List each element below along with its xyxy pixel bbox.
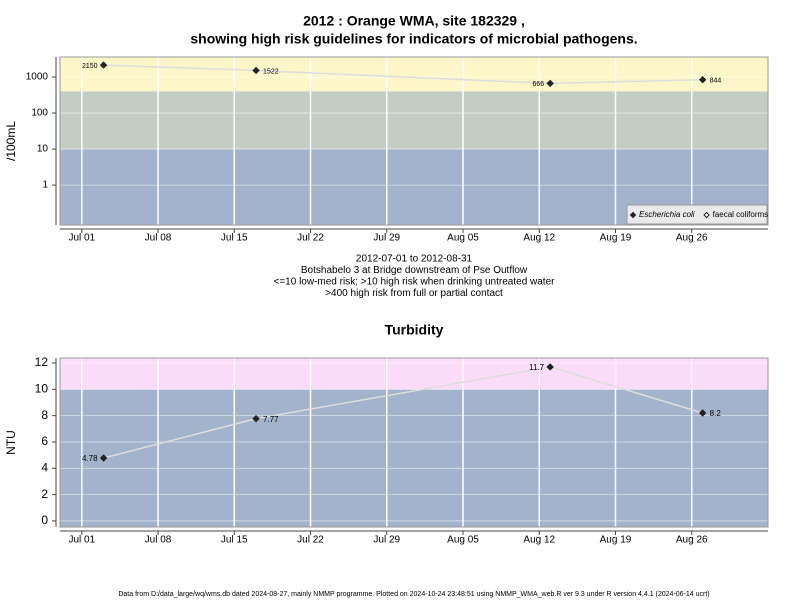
data-point [99, 61, 108, 69]
y-tick-label: 100 [31, 108, 48, 119]
x-tick-label: Jul 15 [221, 233, 248, 244]
y-tick-label: 0 [41, 513, 48, 527]
x-tick-label: Jul 01 [68, 233, 95, 244]
y-tick-label: 8 [41, 408, 48, 422]
legend-box [626, 204, 768, 225]
x-tick-label: Jul 15 [221, 535, 248, 546]
data-label: 1522 [263, 68, 279, 75]
x-tick-label: Aug 05 [447, 535, 479, 546]
y-tick-label: 10 [35, 381, 49, 395]
y-tick-label: 2 [41, 487, 48, 501]
data-label: 2150 [82, 63, 98, 70]
y-tick-label: 10 [37, 144, 49, 155]
legend-label: faecal coliforms [713, 210, 769, 219]
plot-frame [59, 357, 769, 528]
caption: <=10 low-med risk; >10 high risk when dr… [274, 277, 556, 288]
x-tick-label: Aug 26 [676, 535, 708, 546]
legend-marker [703, 211, 710, 219]
x-tick-label: Aug 05 [447, 233, 479, 244]
x-tick-label: Aug 26 [676, 233, 708, 244]
risk-band [60, 389, 768, 527]
chart-title: showing high risk guidelines for indicat… [190, 31, 637, 47]
data-point [252, 414, 260, 423]
x-tick-label: Jul 01 [68, 535, 95, 546]
data-label: 8.2 [710, 409, 722, 418]
plot-frame [59, 56, 769, 226]
x-tick-label: Jul 08 [145, 233, 172, 244]
y-tick-label: 1 [42, 180, 48, 191]
y-axis-label: NTU [4, 430, 18, 455]
x-tick-label: Jul 22 [297, 233, 324, 244]
data-label: 4.78 [82, 454, 98, 463]
data-label: 7.77 [263, 415, 279, 424]
y-tick-label: 4 [41, 460, 48, 474]
x-tick-label: Jul 08 [145, 535, 172, 546]
data-point [546, 363, 554, 371]
data-label: 844 [710, 78, 722, 85]
y-tick-label: 12 [35, 355, 49, 369]
x-tick-label: Jul 22 [297, 535, 324, 546]
legend-marker [629, 211, 637, 219]
risk-band [60, 91, 768, 150]
series-line [103, 366, 703, 459]
caption: >400 high risk from full or partial cont… [325, 288, 503, 299]
data-label: 11.7 [529, 363, 545, 372]
data-point [698, 75, 707, 84]
x-tick-label: Jul 29 [373, 233, 400, 244]
x-tick-label: Aug 19 [600, 535, 632, 546]
x-tick-label: Aug 12 [523, 535, 555, 546]
x-tick-label: Jul 29 [373, 535, 400, 546]
risk-band [60, 57, 768, 92]
y-axis-label: /100mL [4, 121, 18, 161]
x-tick-label: Aug 19 [600, 233, 632, 244]
chart-title: Turbidity [385, 322, 444, 338]
series-line [103, 64, 703, 85]
chart-title: 2012 : Orange WMA, site 182329 , [303, 13, 525, 29]
data-point [99, 454, 108, 462]
legend-label: Escherichia coli [639, 210, 695, 219]
data-point [252, 66, 260, 75]
data-label: 666 [532, 81, 544, 88]
y-tick-label: 6 [41, 434, 48, 448]
data-point [546, 79, 554, 88]
data-point [698, 409, 707, 417]
y-tick-label: 1000 [26, 72, 49, 83]
caption: Botshabelo 3 at Bridge downstream of Pse… [301, 265, 528, 276]
x-tick-label: Aug 12 [523, 233, 555, 244]
footer: Data from D:/data_large/wq/wms.db dated … [118, 591, 709, 598]
caption: 2012-07-01 to 2012-08-31 [356, 254, 473, 265]
